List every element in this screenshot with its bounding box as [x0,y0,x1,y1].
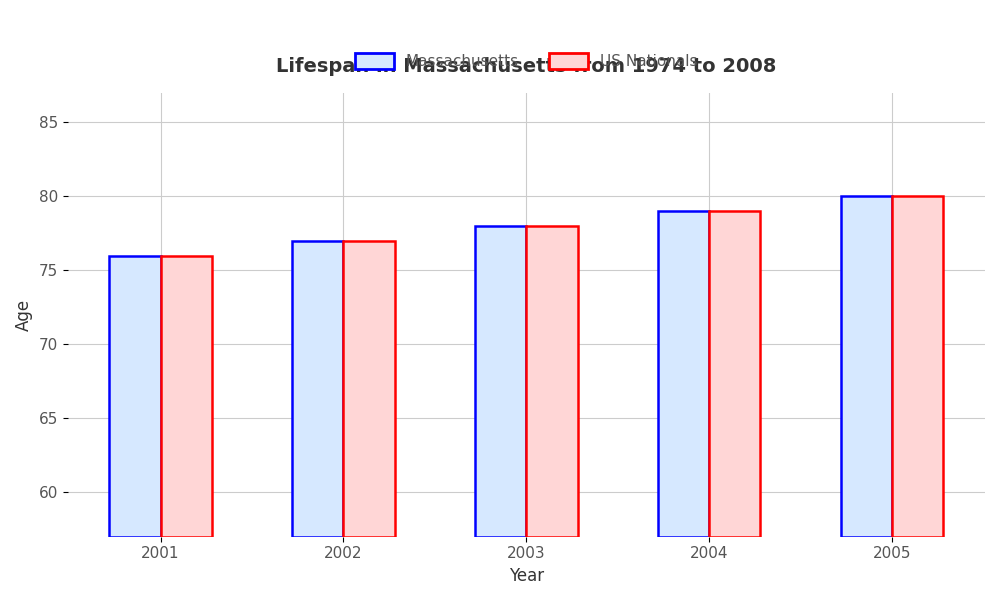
Bar [343,241,395,537]
Bar [658,211,709,537]
Legend: Massachusetts, US Nationals: Massachusetts, US Nationals [349,47,703,76]
Bar [109,256,161,537]
X-axis label: Year: Year [509,567,544,585]
Bar [841,196,892,537]
Bar [475,226,526,537]
Bar [292,241,343,537]
Bar [526,226,578,537]
Bar [709,211,760,537]
Y-axis label: Age: Age [15,299,33,331]
Bar [161,256,212,537]
Title: Lifespan in Massachusetts from 1974 to 2008: Lifespan in Massachusetts from 1974 to 2… [276,57,777,76]
Bar [892,196,943,537]
